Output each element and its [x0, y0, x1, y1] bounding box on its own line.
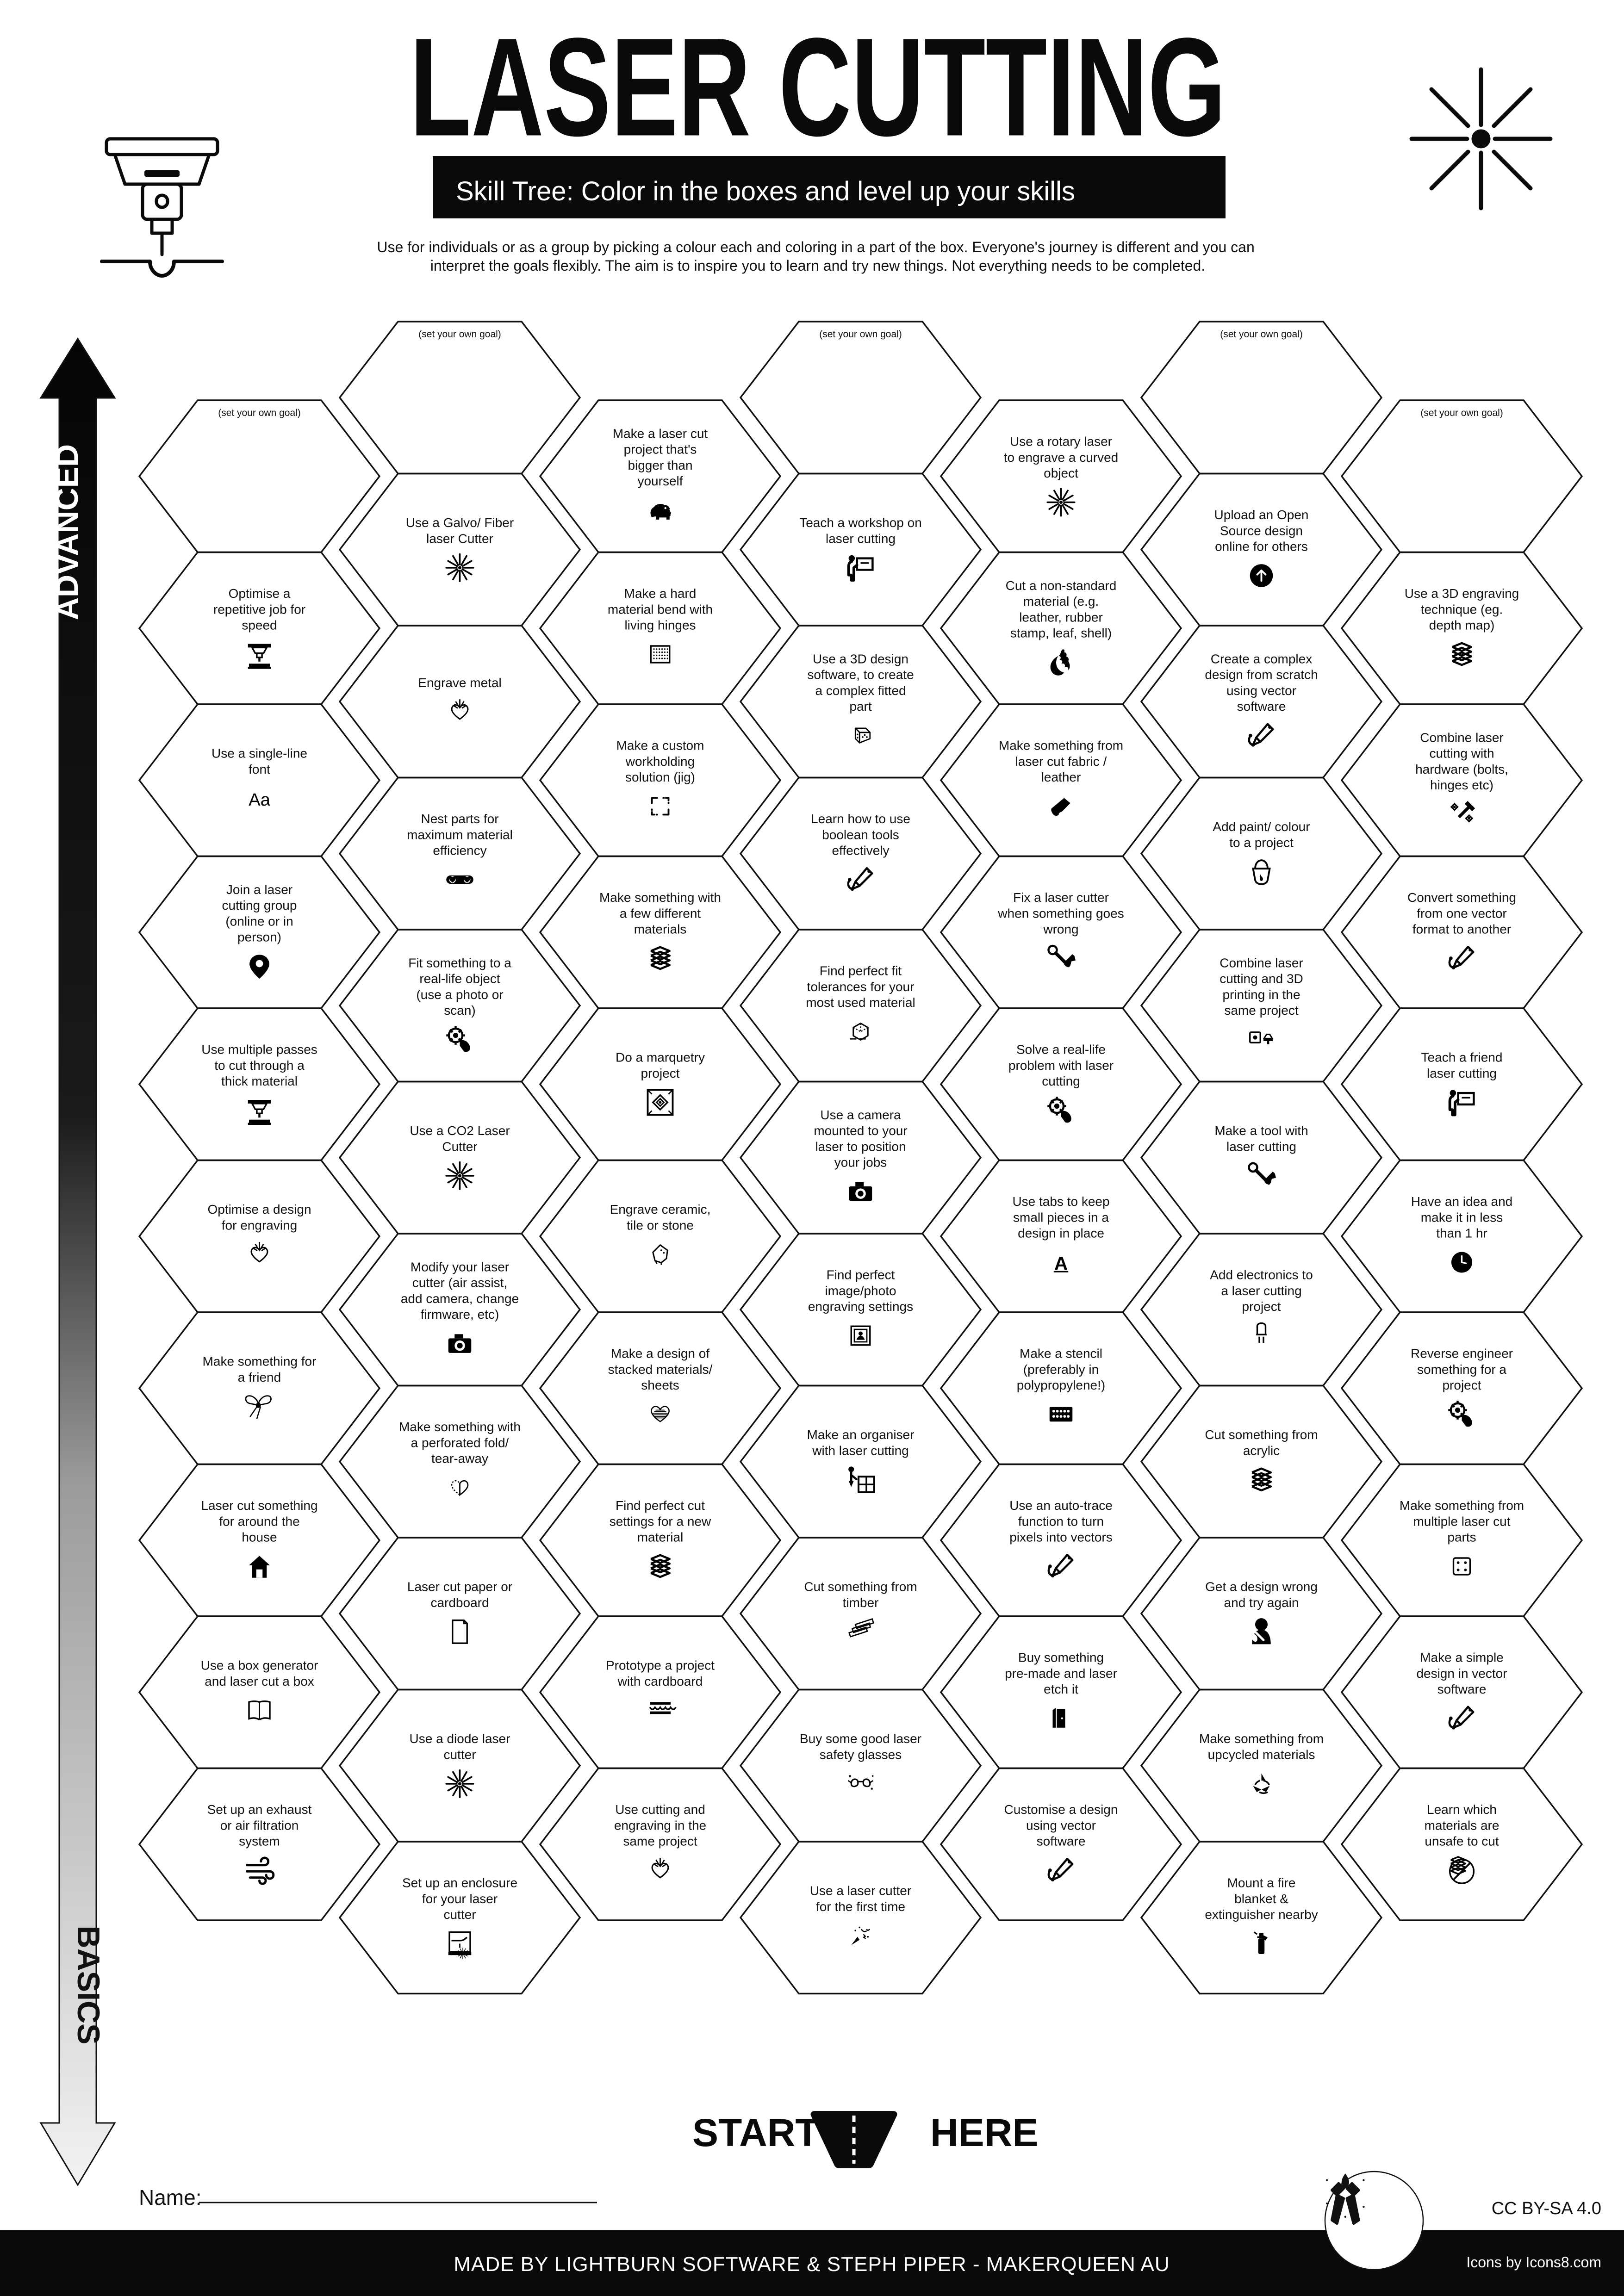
- svg-text:A: A: [1054, 1253, 1068, 1274]
- svg-text:ADVANCED: ADVANCED: [50, 444, 85, 620]
- svg-text:(set your own goal): (set your own goal): [418, 329, 501, 340]
- svg-text:Engrave metal: Engrave metal: [418, 676, 502, 690]
- svg-text:START: START: [692, 2111, 819, 2154]
- svg-text:Aa: Aa: [249, 790, 271, 810]
- svg-text:(set your own goal): (set your own goal): [1420, 408, 1503, 418]
- svg-text:(set your own goal): (set your own goal): [1220, 329, 1303, 340]
- svg-text:Skill Tree: Color in the boxe: Skill Tree: Color in the boxes and level…: [456, 176, 1075, 206]
- svg-text:Icons by Icons8.com: Icons by Icons8.com: [1466, 2254, 1601, 2271]
- svg-text:HERE: HERE: [930, 2111, 1038, 2154]
- svg-text:MADE BY LIGHTBURN SOFTWARE & S: MADE BY LIGHTBURN SOFTWARE & STEPH PIPER…: [454, 2253, 1170, 2276]
- svg-text:LASER CUTTING: LASER CUTTING: [410, 9, 1226, 165]
- svg-text:CC BY-SA 4.0: CC BY-SA 4.0: [1492, 2199, 1601, 2218]
- svg-text:(set your own goal): (set your own goal): [218, 408, 301, 418]
- svg-text:(set your own goal): (set your own goal): [819, 329, 902, 340]
- svg-text:BASICS: BASICS: [71, 1926, 106, 2045]
- svg-text:Name:: Name:: [139, 2185, 201, 2209]
